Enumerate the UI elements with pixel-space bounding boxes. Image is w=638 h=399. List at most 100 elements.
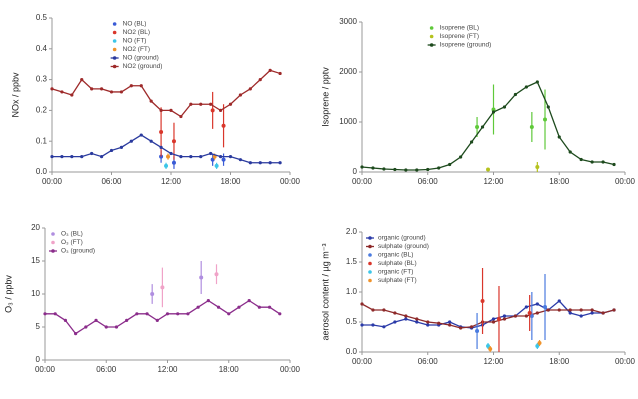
x-tick-label: 00:00 — [280, 365, 301, 374]
x-tick-label: 06:00 — [96, 365, 117, 374]
legend-swatch — [429, 26, 434, 30]
point — [139, 84, 143, 88]
y-axis-label: O₃ / ppbv — [3, 275, 13, 313]
point — [537, 341, 542, 345]
x-tick-label: 00:00 — [352, 177, 373, 186]
y-tick-label: 1.5 — [346, 257, 358, 266]
point — [199, 155, 203, 159]
point — [371, 166, 375, 170]
legend-entry: NO (ground) — [123, 55, 159, 62]
legend-entry: O₃ (FT) — [61, 239, 83, 246]
x-tick-label: 00:00 — [35, 365, 56, 374]
point — [480, 299, 485, 303]
series-line — [51, 69, 281, 118]
x-tick-label: 00:00 — [352, 357, 373, 366]
legend-entry: NO2 (FT) — [123, 46, 150, 53]
point — [448, 162, 452, 167]
point — [63, 318, 68, 322]
point — [579, 314, 583, 318]
legend-swatch — [368, 261, 372, 266]
legend-entry: NO (FT) — [123, 38, 147, 45]
x-tick-label: 06:00 — [101, 177, 122, 186]
point — [50, 155, 54, 159]
legend-entry: Isoprene (BL) — [440, 25, 479, 32]
point — [149, 99, 153, 103]
point — [228, 155, 233, 159]
point — [543, 117, 548, 122]
point — [426, 167, 430, 172]
point — [189, 155, 193, 159]
point — [159, 108, 163, 112]
x-tick-label: 06:00 — [418, 357, 439, 366]
legend-swatch — [51, 232, 55, 236]
point — [179, 155, 183, 159]
point — [382, 167, 386, 171]
legend-entry: organic (BL) — [378, 252, 413, 259]
y-axis-label: Isoprene / pptv — [320, 67, 330, 127]
point — [535, 344, 540, 348]
y-tick-label: 0.5 — [346, 317, 358, 326]
legend-entry: NO2 (ground) — [123, 63, 163, 70]
point — [94, 318, 98, 322]
x-tick-label: 18:00 — [219, 365, 240, 374]
point — [524, 85, 528, 89]
point — [165, 312, 170, 316]
point — [139, 133, 143, 137]
point — [169, 151, 173, 156]
point — [535, 311, 539, 315]
point — [258, 78, 262, 82]
point — [488, 347, 493, 351]
y-tick-label: 0.1 — [36, 136, 48, 145]
point — [80, 78, 84, 82]
point — [568, 150, 572, 154]
point — [129, 139, 133, 143]
point — [114, 325, 119, 329]
y-tick-label: 3000 — [339, 17, 357, 26]
point — [238, 93, 243, 97]
legend-entry: Isoprene (ground) — [440, 42, 492, 49]
point — [169, 108, 173, 112]
legend-entry: sulphate (ground) — [378, 243, 429, 250]
y-tick-label: 0.3 — [36, 75, 48, 84]
point — [149, 139, 153, 143]
point — [237, 305, 241, 309]
point — [80, 155, 84, 159]
point — [480, 125, 485, 129]
point — [371, 308, 375, 312]
point — [171, 160, 176, 165]
point — [491, 317, 496, 321]
point — [579, 308, 583, 312]
point — [109, 148, 114, 153]
series-line — [52, 134, 281, 164]
point — [568, 308, 572, 312]
point — [248, 87, 252, 91]
point — [238, 158, 243, 162]
y-axis-label: aerosol content / µg m⁻³ — [320, 244, 330, 341]
point — [469, 140, 474, 144]
point — [209, 102, 213, 106]
legend-entry: NO (BL) — [123, 21, 147, 28]
point — [70, 155, 74, 159]
point — [159, 129, 164, 134]
y-tick-label: 5 — [36, 322, 41, 331]
point — [579, 157, 583, 162]
point — [360, 165, 364, 169]
point — [529, 125, 534, 129]
point — [214, 163, 219, 168]
point — [227, 312, 231, 316]
legend-entry: O₃ (ground) — [61, 248, 95, 255]
x-tick-label: 00:00 — [615, 177, 636, 186]
y-tick-label: 0 — [353, 167, 358, 176]
point — [221, 123, 226, 128]
point — [99, 87, 104, 91]
point — [426, 323, 430, 327]
point — [90, 151, 94, 156]
point — [546, 308, 550, 312]
point — [257, 305, 261, 309]
x-tick-label: 00:00 — [615, 357, 636, 366]
point — [612, 308, 616, 312]
legend-swatch — [112, 39, 117, 43]
legend-swatch — [112, 47, 117, 52]
point — [448, 320, 452, 324]
